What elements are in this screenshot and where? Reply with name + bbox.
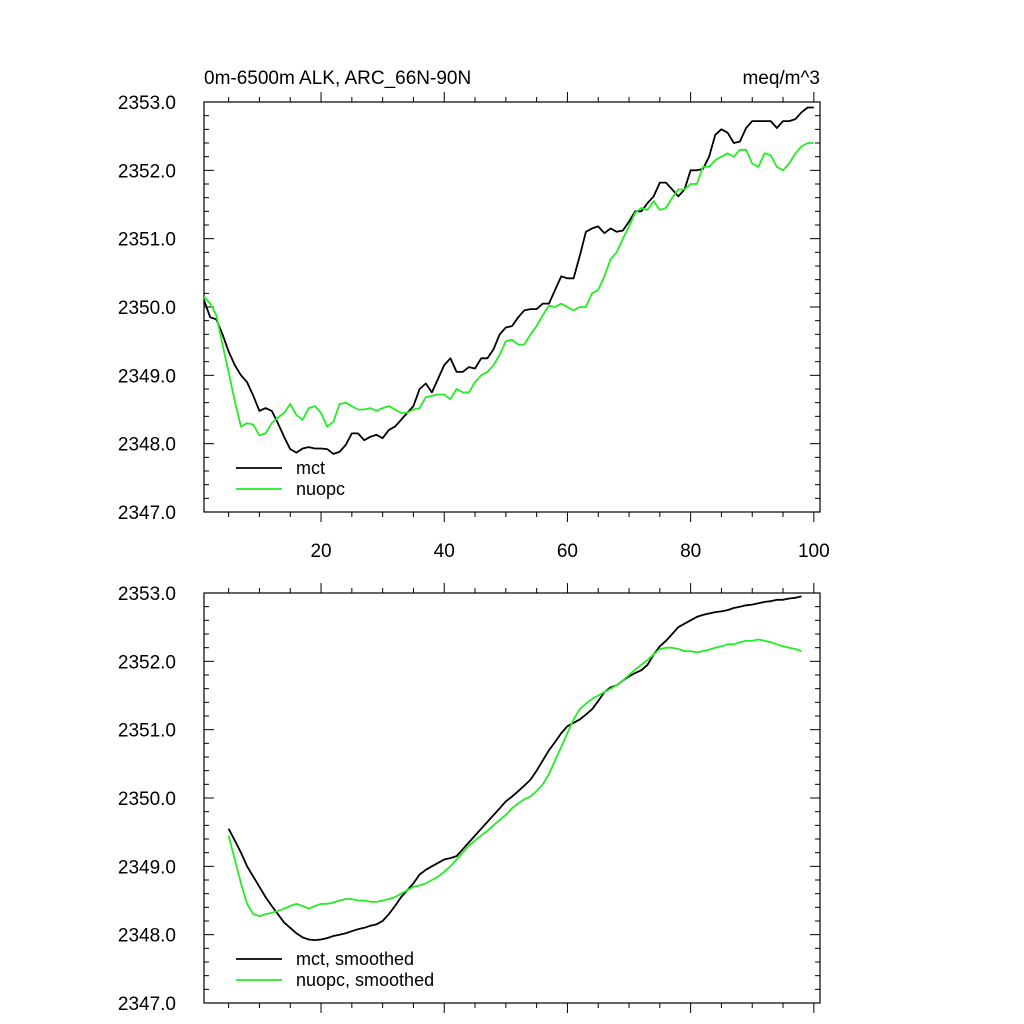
y-tick-label: 2349.0	[118, 366, 176, 387]
x-tick-label: 20	[310, 541, 331, 562]
y-tick-label: 2347.0	[118, 503, 176, 524]
legend-label: mct	[296, 458, 325, 478]
series-line-mct-smoothed	[227, 595, 802, 941]
legend-label: mct, smoothed	[296, 949, 414, 969]
x-tick-label: 60	[557, 541, 578, 562]
chart-title: 0m-6500m ALK, ARC_66N-90N	[204, 68, 471, 89]
y-tick-label: 2352.0	[118, 652, 176, 673]
y-tick-label: 2353.0	[118, 93, 176, 114]
legend-label: nuopc	[296, 479, 345, 499]
bottom-panel: 2347.0 2348.0 2349.0 2350.0 2351.0 2352.0 2353…	[118, 583, 821, 1015]
y-tick-label: 2351.0	[118, 230, 176, 251]
y-tick-label: 2347.0	[118, 994, 176, 1015]
top-panel: 2347.0 2348.0 2349.0 2350.0 2351.0 2352.0 2353…	[118, 68, 830, 562]
y-tick-label: 2348.0	[118, 435, 176, 456]
x-tick-label: 80	[680, 541, 701, 562]
plot-frame	[203, 592, 821, 1004]
series-line-nuopc	[203, 142, 814, 437]
legend-label: nuopc, smoothed	[296, 970, 434, 990]
y-tick-label: 2350.0	[118, 789, 176, 810]
x-tick-label: 40	[434, 541, 455, 562]
plot-frame	[203, 101, 821, 513]
y-tick-label: 2353.0	[118, 584, 176, 605]
y-tick-label: 2349.0	[118, 857, 176, 878]
y-tick-label: 2350.0	[118, 298, 176, 319]
y-tick-label: 2352.0	[118, 161, 176, 182]
series-line-nuopc-smoothed	[227, 638, 802, 918]
units-label: meq/m^3	[742, 68, 820, 89]
x-tick-label: 100	[798, 541, 830, 562]
y-tick-label: 2351.0	[118, 721, 176, 742]
y-tick-label: 2348.0	[118, 926, 176, 947]
series-line-mct	[203, 106, 814, 455]
